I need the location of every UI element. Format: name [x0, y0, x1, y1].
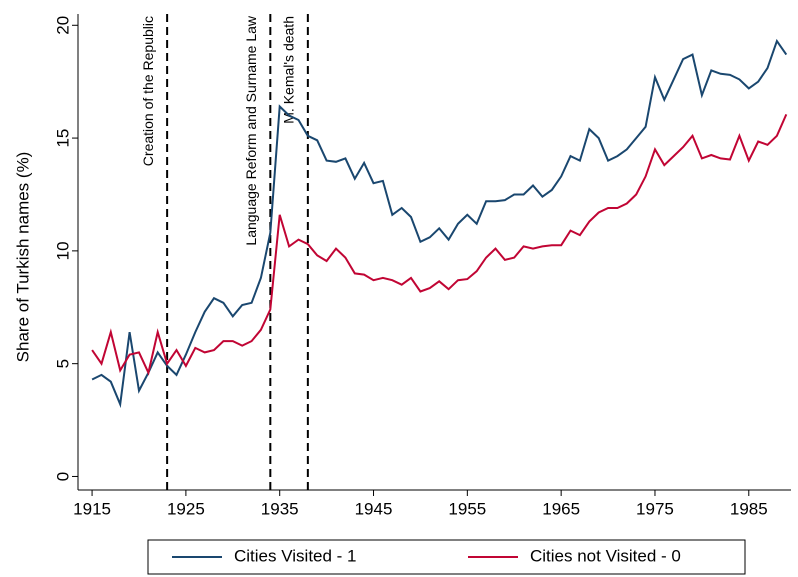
y-tick-label: 15 [53, 129, 72, 148]
x-tick-label: 1945 [355, 499, 393, 518]
legend-label: Cities not Visited - 0 [530, 546, 681, 565]
x-tick-label: 1955 [448, 499, 486, 518]
x-tick-label: 1965 [542, 499, 580, 518]
event-label: Creation of the Republic [140, 16, 156, 166]
y-tick-label: 10 [53, 241, 72, 260]
series-line [91, 38, 788, 409]
x-tick-label: 1925 [167, 499, 205, 518]
y-tick-label: 5 [53, 359, 72, 368]
event-label: Language Reform and Surname Law [243, 15, 259, 245]
y-tick-label: 20 [53, 16, 72, 35]
x-tick-label: 1985 [730, 499, 768, 518]
series-line [91, 113, 788, 376]
x-tick-label: 1915 [73, 499, 111, 518]
x-tick-label: 1975 [636, 499, 674, 518]
event-label: M. Kemal's death [281, 16, 297, 124]
y-axis-title: Share of Turkish names (%) [13, 152, 32, 363]
y-tick-label: 0 [53, 472, 72, 481]
legend-box [147, 539, 746, 575]
legend-label: Cities Visited - 1 [234, 546, 357, 565]
x-tick-label: 1935 [261, 499, 299, 518]
